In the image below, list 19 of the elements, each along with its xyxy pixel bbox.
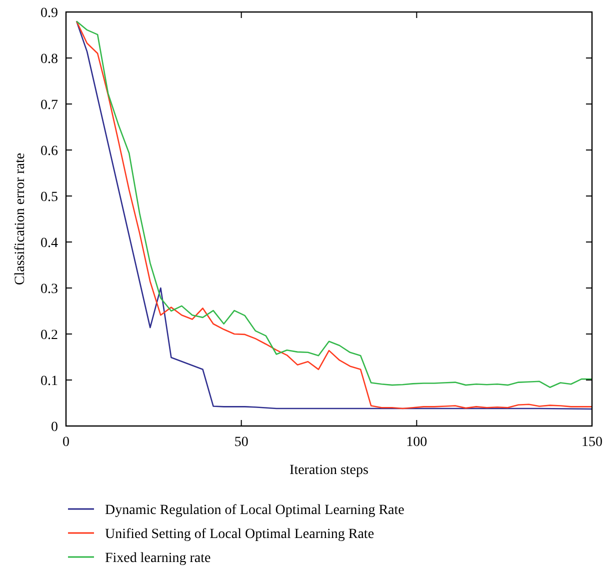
legend-label: Fixed learning rate (105, 550, 211, 566)
y-axis-title: Classification error rate (13, 152, 28, 286)
x-tick-label: 100 (406, 435, 428, 450)
y-tick-label: 0.5 (40, 190, 58, 205)
x-axis-title: Iteration steps (290, 463, 368, 478)
y-tick-label: 0.7 (40, 98, 58, 113)
x-tick-label: 150 (582, 435, 602, 450)
y-tick-label: 0.8 (40, 52, 58, 67)
y-tick-label: 0.2 (40, 328, 58, 343)
y-tick-label: 0.3 (40, 282, 58, 297)
y-tick-label: 0.6 (40, 144, 58, 159)
y-tick-label: 0.4 (40, 236, 58, 251)
legend-label: Unified Setting of Local Optimal Learning Rate (105, 526, 374, 542)
x-tick-label: 50 (234, 435, 248, 450)
legend-label: Dynamic Regulation of Local Optimal Learning Rate (105, 502, 404, 518)
y-tick-label: 0.9 (40, 6, 58, 21)
y-tick-label: 0 (51, 420, 58, 435)
x-tick-label: 0 (62, 435, 70, 450)
y-tick-label: 0.1 (40, 374, 58, 389)
